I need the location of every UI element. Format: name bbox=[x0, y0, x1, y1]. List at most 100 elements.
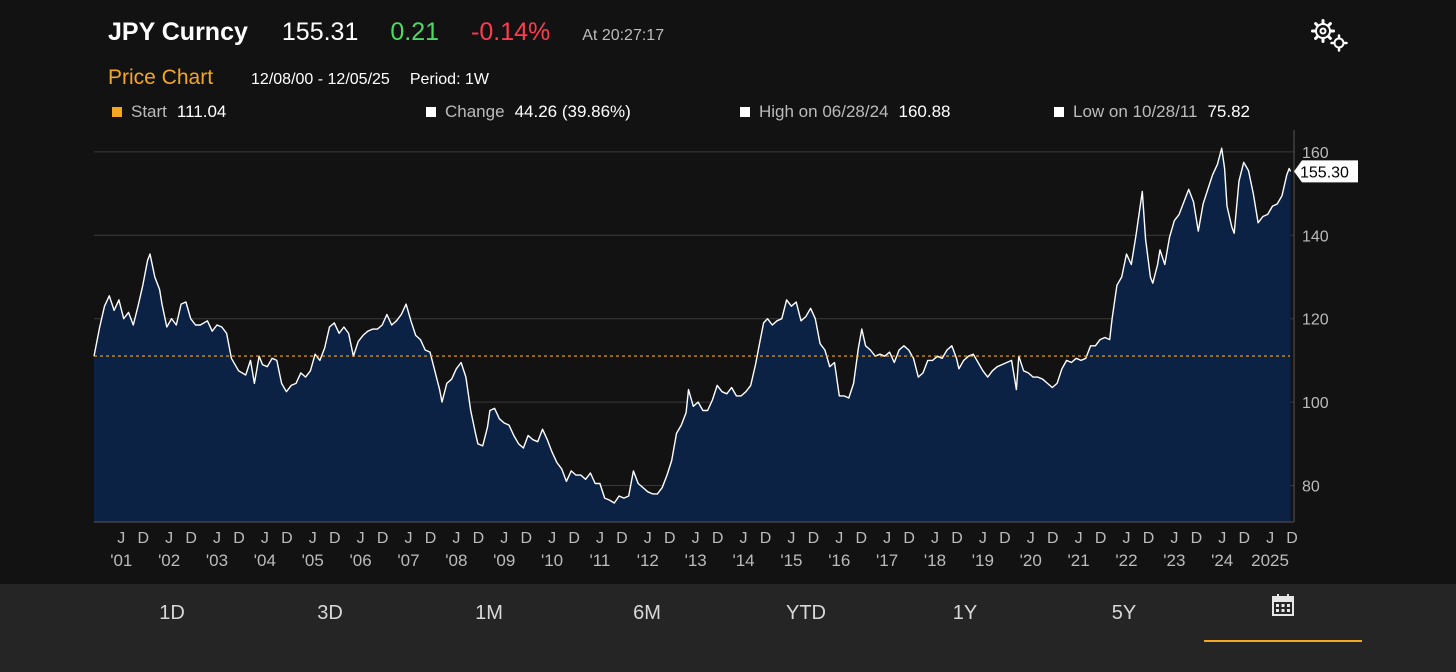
net-change: 0.21 bbox=[390, 18, 439, 47]
x-tick-year: 2025 bbox=[1251, 551, 1289, 570]
x-tick-year: '22 bbox=[1115, 551, 1137, 570]
x-tick-year: '07 bbox=[397, 551, 419, 570]
stat-start: Start 111.04 bbox=[112, 102, 226, 122]
x-tick-month: D bbox=[1191, 530, 1203, 547]
x-tick-month: D bbox=[808, 530, 820, 547]
stat-value: 160.88 bbox=[899, 102, 951, 122]
x-tick-month: D bbox=[473, 530, 485, 547]
x-tick-month: J bbox=[548, 530, 556, 547]
x-tick-year: '11 bbox=[589, 551, 610, 570]
x-tick-month: D bbox=[520, 530, 532, 547]
x-tick-month: D bbox=[712, 530, 724, 547]
x-tick-month: D bbox=[856, 530, 868, 547]
x-tick-month: J bbox=[357, 530, 365, 547]
x-tick-year: '17 bbox=[876, 551, 898, 570]
ticker-symbol: JPY Curncy bbox=[108, 18, 248, 47]
x-tick-year: '18 bbox=[924, 551, 946, 570]
tab-custom-range[interactable] bbox=[1204, 584, 1362, 642]
change-legend-swatch bbox=[426, 107, 436, 117]
x-tick-month: J bbox=[596, 530, 604, 547]
stat-value: 111.04 bbox=[177, 102, 226, 122]
x-tick-month: D bbox=[951, 530, 963, 547]
x-tick-month: D bbox=[999, 530, 1011, 547]
chart-subheader: Price Chart 12/08/00 - 12/05/25 Period: … bbox=[108, 66, 489, 90]
x-tick-month: J bbox=[883, 530, 891, 547]
stat-high: High on 06/28/24 160.88 bbox=[740, 102, 951, 122]
x-tick-month: J bbox=[1122, 530, 1130, 547]
x-tick-month: J bbox=[740, 530, 748, 547]
x-tick-month: J bbox=[692, 530, 700, 547]
percent-change: -0.14% bbox=[471, 18, 550, 47]
x-tick-month: D bbox=[1047, 530, 1059, 547]
stat-change: Change 44.26 (39.86%) bbox=[426, 102, 631, 122]
tab-1y[interactable]: 1Y bbox=[886, 584, 1044, 642]
stat-low: Low on 10/28/11 75.82 bbox=[1054, 102, 1250, 122]
x-tick-year: '19 bbox=[972, 551, 994, 570]
x-tick-month: J bbox=[117, 530, 125, 547]
calendar-icon bbox=[1271, 582, 1295, 640]
x-tick-year: '16 bbox=[828, 551, 850, 570]
x-tick-month: J bbox=[787, 530, 795, 547]
tab-1m[interactable]: 1M bbox=[410, 584, 568, 642]
y-tick-label: 140 bbox=[1302, 228, 1329, 245]
stat-label: Low on 10/28/11 bbox=[1073, 102, 1197, 122]
stats-row: Start 111.04 Change 44.26 (39.86%) High … bbox=[0, 102, 1456, 126]
low-legend-swatch bbox=[1054, 107, 1064, 117]
y-tick-label: 100 bbox=[1302, 395, 1329, 412]
x-tick-month: D bbox=[138, 530, 150, 547]
x-tick-month: J bbox=[1027, 530, 1035, 547]
x-tick-year: '01 bbox=[110, 551, 132, 570]
x-tick-month: J bbox=[1075, 530, 1083, 547]
y-tick-label: 160 bbox=[1302, 145, 1329, 162]
x-tick-year: '12 bbox=[637, 551, 659, 570]
high-legend-swatch bbox=[740, 107, 750, 117]
x-tick-month: J bbox=[165, 530, 173, 547]
y-tick-label: 80 bbox=[1302, 479, 1320, 496]
period-tab-bar: 1D 3D 1M 6M YTD 1Y 5Y bbox=[0, 584, 1456, 672]
price-area bbox=[94, 148, 1291, 522]
tab-1d[interactable]: 1D bbox=[93, 584, 251, 642]
x-tick-month: D bbox=[233, 530, 245, 547]
x-tick-month: D bbox=[425, 530, 437, 547]
x-tick-month: J bbox=[404, 530, 412, 547]
x-tick-month: J bbox=[835, 530, 843, 547]
x-tick-year: '08 bbox=[445, 551, 467, 570]
x-tick-month: D bbox=[903, 530, 915, 547]
start-legend-swatch bbox=[112, 107, 122, 117]
x-tick-year: '03 bbox=[206, 551, 228, 570]
x-tick-month: J bbox=[309, 530, 317, 547]
tab-ytd[interactable]: YTD bbox=[727, 584, 885, 642]
stat-label: Start bbox=[131, 102, 167, 122]
x-tick-month: J bbox=[452, 530, 460, 547]
tab-6m[interactable]: 6M bbox=[568, 584, 726, 642]
stat-value: 44.26 (39.86%) bbox=[515, 102, 631, 122]
chart-title: Price Chart bbox=[108, 66, 213, 90]
x-tick-month: J bbox=[261, 530, 269, 547]
period-label[interactable]: Period: 1W bbox=[410, 71, 489, 89]
y-tick-label: 120 bbox=[1302, 312, 1329, 329]
x-tick-month: J bbox=[931, 530, 939, 547]
stat-label: High on 06/28/24 bbox=[759, 102, 889, 122]
x-tick-month: D bbox=[281, 530, 293, 547]
x-tick-month: D bbox=[664, 530, 676, 547]
last-price-label: 155.30 bbox=[1300, 164, 1349, 181]
x-tick-month: D bbox=[760, 530, 772, 547]
timestamp: At 20:27:17 bbox=[582, 27, 664, 45]
tab-3d[interactable]: 3D bbox=[251, 584, 409, 642]
x-tick-month: D bbox=[1238, 530, 1250, 547]
stat-value: 75.82 bbox=[1207, 102, 1250, 122]
x-tick-year: '23 bbox=[1163, 551, 1185, 570]
tab-5y[interactable]: 5Y bbox=[1045, 584, 1203, 642]
x-tick-year: '20 bbox=[1020, 551, 1042, 570]
x-tick-month: D bbox=[616, 530, 628, 547]
date-range[interactable]: 12/08/00 - 12/05/25 bbox=[251, 71, 390, 89]
gears-icon[interactable] bbox=[1310, 18, 1350, 52]
x-tick-year: '15 bbox=[780, 551, 802, 570]
x-tick-year: '14 bbox=[732, 551, 754, 570]
x-tick-month: J bbox=[644, 530, 652, 547]
x-tick-month: J bbox=[979, 530, 987, 547]
x-tick-year: '06 bbox=[350, 551, 372, 570]
x-tick-year: '05 bbox=[302, 551, 324, 570]
quote-header: JPY Curncy 155.31 0.21 -0.14% At 20:27:1… bbox=[108, 18, 664, 54]
